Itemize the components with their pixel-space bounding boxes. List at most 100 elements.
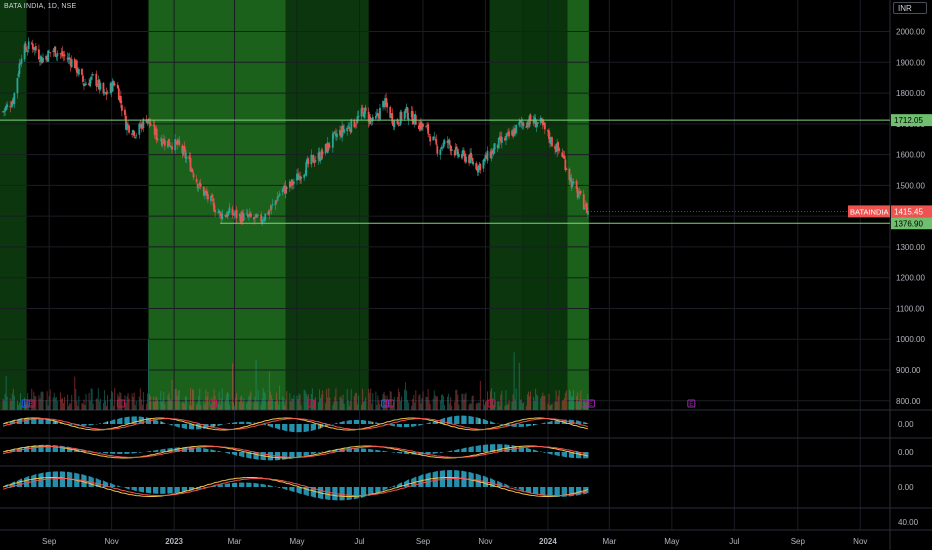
candle-body	[335, 133, 337, 137]
candle-body	[256, 215, 258, 217]
candle-body	[178, 140, 181, 145]
oscillator-bar	[421, 424, 423, 425]
oscillator-bar	[361, 448, 364, 452]
candle-body	[331, 133, 334, 148]
oscillator-bar	[500, 482, 502, 487]
candle-body	[386, 102, 389, 108]
oscillator-bar	[587, 452, 589, 459]
oscillator-bar	[454, 416, 456, 424]
oscillator-bar	[303, 452, 305, 457]
candle-body	[520, 120, 523, 123]
candle-body	[189, 158, 192, 172]
oscillator-bar	[577, 420, 579, 424]
oscillator-bar	[226, 483, 228, 487]
oscillator-bar	[535, 424, 537, 425]
volume-bar	[242, 402, 244, 410]
oscillator-bar	[353, 419, 355, 424]
oscillator-bar	[393, 452, 395, 453]
oscillator-bar	[586, 452, 588, 459]
volume-bar	[167, 395, 169, 410]
oscillator-bar	[270, 424, 273, 428]
oscillator-bar	[427, 452, 429, 455]
oscillator-bar	[243, 421, 245, 424]
oscillator-bar	[397, 452, 400, 454]
oscillator-bar	[138, 416, 140, 424]
currency-selector[interactable]: INR	[893, 2, 927, 14]
oscillator-bar	[312, 487, 314, 498]
oscillator-bar	[204, 487, 206, 488]
volume-bar	[227, 393, 229, 410]
volume-bar	[500, 394, 502, 410]
oscillator-bar	[211, 449, 213, 452]
oscillator-bar	[114, 419, 116, 424]
volume-bar	[312, 400, 314, 410]
candle-body	[12, 99, 15, 104]
candle-body	[69, 60, 72, 66]
candle-body	[139, 124, 142, 128]
oscillator-bar	[126, 452, 128, 454]
oscillator-bar	[267, 424, 269, 426]
candle-body	[20, 58, 23, 64]
volume-bar	[236, 392, 238, 410]
oscillator-bar	[264, 424, 266, 426]
oscillator-bar	[39, 417, 41, 424]
candle-body	[19, 63, 22, 65]
oscillator-bar	[161, 449, 163, 452]
oscillator-bar	[527, 448, 530, 452]
volume-bar	[55, 396, 57, 410]
volume-bar	[47, 405, 49, 410]
volume-bar	[119, 391, 121, 410]
oscillator-bar	[120, 417, 122, 424]
candle-body	[491, 150, 494, 154]
oscillator-bar	[16, 448, 19, 452]
oscillator-bar	[228, 452, 231, 454]
oscillator-bar	[17, 480, 20, 487]
volume-bar	[314, 397, 316, 410]
oscillator-bar	[176, 487, 178, 493]
oscillator-bar	[532, 424, 535, 426]
oscillator-bar	[361, 487, 364, 498]
volume-bar	[448, 393, 450, 410]
oscillator-bar	[522, 424, 524, 427]
oscillator-bar	[455, 449, 457, 452]
oscillator-bar	[364, 420, 366, 424]
oscillator-bar	[239, 421, 241, 424]
volume-bar	[472, 395, 474, 410]
volume-bar	[477, 402, 479, 410]
oscillator-bar	[53, 445, 55, 452]
oscillator-bar	[341, 487, 343, 501]
volume-bar	[225, 394, 227, 410]
candle-body	[31, 43, 34, 49]
oscillator-bar	[579, 421, 581, 424]
oscillator-bar	[570, 452, 573, 458]
candle-body	[98, 79, 101, 90]
volume-bar	[84, 404, 86, 410]
oscillator-bar	[340, 487, 342, 501]
oscillator-bar	[362, 487, 365, 498]
candle-body	[6, 104, 9, 108]
volume-bar	[346, 388, 348, 410]
candle-body	[149, 123, 152, 126]
oscillator-bar	[450, 416, 452, 424]
oscillator-bar	[521, 487, 523, 491]
candle-body	[90, 76, 93, 80]
candle-body	[38, 49, 40, 60]
volume-bar	[484, 401, 486, 410]
volume-bar	[133, 392, 135, 410]
candle-body	[155, 128, 158, 141]
oscillator-bar	[357, 487, 360, 499]
volume-bar	[67, 394, 69, 410]
oscillator-bar	[132, 487, 134, 491]
oscillator-bar	[549, 487, 551, 497]
volume-bar	[290, 401, 292, 410]
candle-body	[343, 129, 346, 133]
candle-body	[447, 139, 450, 144]
oscillator-bar	[569, 452, 572, 458]
oscillator-bar	[12, 420, 14, 424]
oscillator-bar	[365, 448, 367, 452]
oscillator-bar	[157, 487, 159, 494]
oscillator-bar	[418, 452, 420, 455]
oscillator-bar	[103, 422, 106, 424]
volume-bar	[292, 399, 294, 410]
